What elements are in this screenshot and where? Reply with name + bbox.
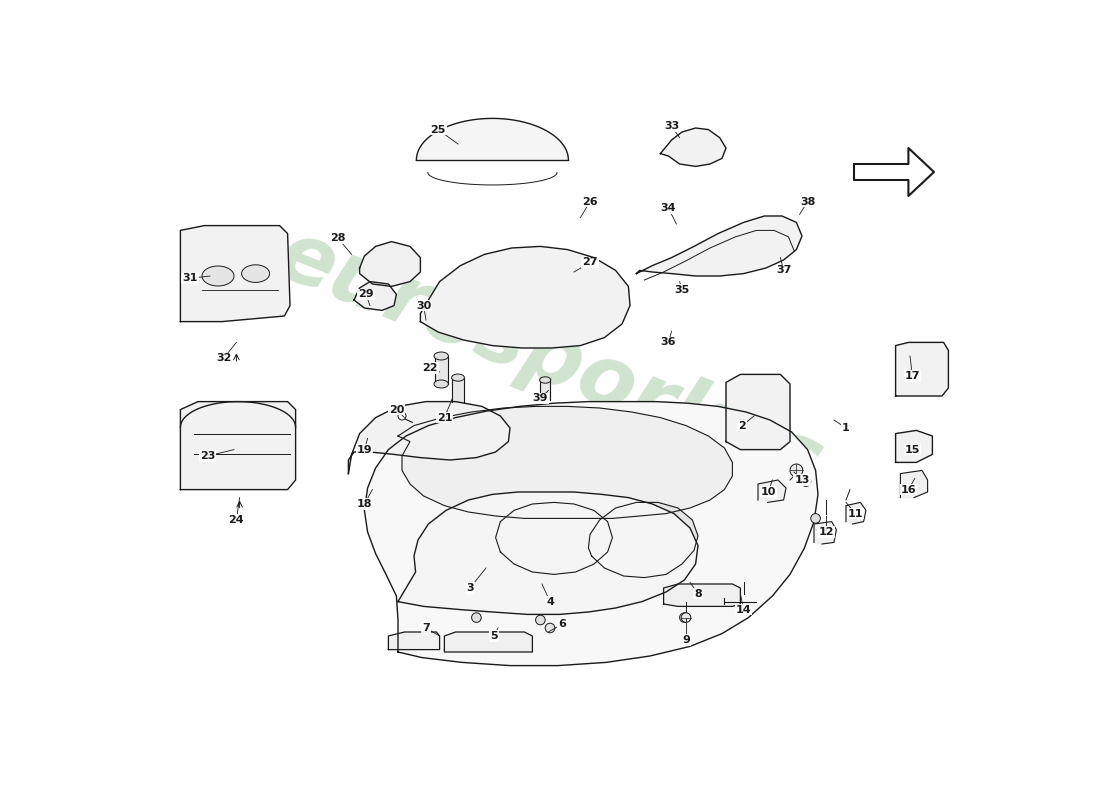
Polygon shape: [895, 342, 948, 396]
Ellipse shape: [434, 380, 449, 388]
Polygon shape: [660, 128, 726, 166]
Polygon shape: [398, 406, 733, 518]
Polygon shape: [637, 216, 802, 276]
Text: 11: 11: [848, 509, 864, 518]
Text: 1: 1: [843, 423, 850, 433]
Polygon shape: [854, 148, 934, 196]
Text: 19: 19: [356, 445, 372, 454]
Text: 31: 31: [183, 274, 198, 283]
Text: 7: 7: [422, 623, 430, 633]
Text: 25: 25: [430, 125, 446, 134]
Text: 17: 17: [904, 371, 920, 381]
Circle shape: [790, 464, 803, 477]
Text: 30: 30: [416, 301, 431, 310]
Text: 20: 20: [388, 405, 404, 414]
Text: 23: 23: [200, 451, 216, 461]
Text: a passion since 1985: a passion since 1985: [378, 439, 722, 601]
Text: eurosporkes: eurosporkes: [266, 214, 834, 506]
Circle shape: [546, 623, 554, 633]
Polygon shape: [388, 632, 440, 650]
Circle shape: [801, 477, 811, 486]
Circle shape: [681, 613, 691, 622]
Circle shape: [811, 514, 821, 523]
Ellipse shape: [202, 266, 234, 286]
Polygon shape: [452, 378, 463, 402]
Text: 15: 15: [904, 445, 920, 454]
Text: 2: 2: [738, 421, 746, 430]
Text: 22: 22: [422, 363, 438, 373]
Text: 36: 36: [661, 338, 676, 347]
Polygon shape: [726, 374, 790, 450]
Ellipse shape: [434, 352, 449, 360]
Polygon shape: [846, 502, 866, 524]
Text: 35: 35: [674, 285, 690, 294]
Polygon shape: [420, 246, 630, 348]
Text: 18: 18: [356, 499, 372, 509]
Text: 34: 34: [661, 203, 676, 213]
Polygon shape: [901, 470, 927, 498]
Text: 27: 27: [582, 258, 597, 267]
Polygon shape: [814, 522, 836, 544]
Text: 16: 16: [901, 485, 916, 494]
Text: 37: 37: [776, 266, 791, 275]
Polygon shape: [180, 226, 290, 322]
Text: 12: 12: [818, 527, 834, 537]
Circle shape: [536, 615, 546, 625]
Text: 6: 6: [558, 619, 565, 629]
Polygon shape: [895, 430, 933, 462]
Text: 33: 33: [664, 122, 679, 131]
Text: 28: 28: [330, 234, 345, 243]
Polygon shape: [496, 502, 613, 574]
Polygon shape: [444, 632, 532, 652]
Polygon shape: [663, 584, 740, 606]
Polygon shape: [398, 492, 698, 614]
Text: 14: 14: [736, 605, 751, 614]
Text: 38: 38: [800, 197, 815, 206]
Text: 21: 21: [437, 413, 452, 422]
Ellipse shape: [242, 265, 270, 282]
Text: 4: 4: [546, 597, 554, 606]
Polygon shape: [758, 480, 786, 502]
Polygon shape: [360, 242, 420, 286]
Text: 39: 39: [532, 394, 548, 403]
Polygon shape: [417, 118, 569, 160]
Polygon shape: [354, 282, 396, 310]
Ellipse shape: [452, 374, 464, 381]
Circle shape: [680, 613, 690, 622]
Circle shape: [472, 613, 481, 622]
Text: 5: 5: [491, 631, 498, 641]
Circle shape: [398, 412, 406, 420]
Text: 24: 24: [229, 515, 244, 525]
Polygon shape: [349, 402, 510, 474]
Text: 8: 8: [694, 589, 702, 598]
Polygon shape: [540, 380, 550, 400]
Text: 10: 10: [761, 487, 777, 497]
Text: 13: 13: [794, 475, 810, 485]
Ellipse shape: [540, 377, 551, 383]
Text: 26: 26: [582, 197, 597, 206]
Text: 32: 32: [216, 354, 231, 363]
Text: 29: 29: [359, 290, 374, 299]
Polygon shape: [364, 402, 818, 666]
Polygon shape: [180, 402, 296, 490]
Text: 9: 9: [682, 635, 690, 645]
Polygon shape: [434, 356, 448, 384]
Text: 3: 3: [466, 583, 474, 593]
Polygon shape: [588, 502, 698, 578]
